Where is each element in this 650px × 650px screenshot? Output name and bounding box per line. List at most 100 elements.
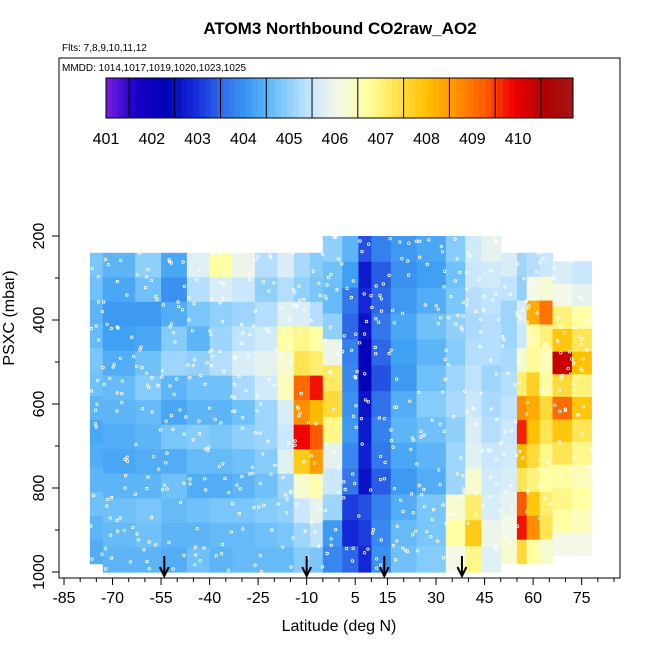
heatmap-cell: [342, 520, 359, 547]
measurement-dot: [168, 384, 172, 388]
measurement-dot: [438, 316, 443, 320]
measurement-dot: [400, 311, 405, 315]
measurement-dot: [188, 482, 192, 486]
measurement-dot: [102, 382, 107, 387]
heatmap-cell: [342, 442, 359, 470]
heatmap-cell: [186, 424, 211, 450]
heatmap-cell: [293, 252, 311, 278]
heatmap-cell: [254, 375, 279, 401]
measurement-dot: [280, 545, 285, 549]
colorbar-segment: [135, 78, 142, 118]
measurement-dot: [94, 425, 98, 429]
measurement-dot: [251, 324, 255, 328]
measurement-dot: [401, 509, 405, 514]
measurement-dot: [438, 482, 442, 487]
measurement-dot: [279, 307, 283, 311]
measurement-dot: [443, 377, 448, 382]
heatmap-cell: [465, 287, 482, 315]
measurement-dot: [369, 488, 373, 492]
heatmap-cell: [571, 442, 592, 466]
colorbar-segment: [514, 78, 521, 118]
colorbar-segment: [193, 78, 200, 118]
measurement-dot: [455, 257, 459, 261]
heatmap-cell: [552, 306, 573, 330]
measurement-dot: [481, 504, 485, 508]
measurement-dot: [436, 307, 440, 311]
measurement-dot: [303, 529, 307, 533]
heatmap-cell: [209, 424, 233, 450]
measurement-dot: [136, 538, 140, 542]
measurement-dot: [581, 404, 586, 409]
heatmap-cell: [516, 300, 528, 326]
measurement-dot: [209, 333, 213, 337]
heatmap-cell: [254, 400, 279, 426]
measurement-dot: [425, 262, 429, 267]
measurement-dot: [293, 439, 297, 443]
measurement-dot: [108, 516, 112, 520]
colorbar-segment: [205, 78, 212, 118]
heatmap-cell: [254, 424, 279, 450]
measurement-dot: [403, 548, 408, 552]
heatmap-cell: [322, 261, 343, 289]
heatmap-cell: [342, 416, 359, 444]
heatmap-cell: [500, 491, 518, 517]
heatmap-cell: [293, 424, 311, 450]
measurement-dot: [329, 543, 333, 547]
measurement-dot: [303, 307, 307, 311]
measurement-dot: [366, 547, 370, 551]
heatmap-cell: [254, 351, 279, 377]
heatmap-cell: [309, 547, 324, 573]
heatmap-cell: [516, 468, 528, 493]
measurement-dot: [524, 412, 529, 416]
measurement-dot: [571, 361, 576, 365]
heatmap-cell: [161, 375, 188, 401]
measurement-dot: [578, 295, 582, 300]
measurement-dot: [407, 241, 411, 245]
measurement-dot: [207, 406, 212, 410]
measurement-dot: [297, 284, 301, 288]
measurement-dot: [298, 411, 302, 415]
measurement-dot: [378, 454, 383, 459]
heatmap-cell: [161, 498, 188, 524]
heatmap-cell: [516, 276, 528, 302]
measurement-dot: [441, 503, 445, 507]
measurement-dot: [455, 472, 459, 476]
measurement-dot: [232, 382, 237, 387]
measurement-dot: [422, 487, 426, 492]
heatmap-cell: [500, 324, 518, 349]
heatmap-cell: [89, 515, 104, 541]
heatmap-cell: [571, 464, 592, 488]
heatmap-cell: [186, 449, 211, 475]
measurement-dot: [115, 529, 120, 533]
measurement-dot: [291, 251, 295, 256]
measurement-dot: [146, 267, 150, 272]
colorbar-segment: [228, 78, 235, 118]
measurement-dot: [393, 558, 398, 562]
measurement-dot: [474, 422, 479, 426]
heatmap-cell: [390, 339, 418, 366]
measurement-dot: [358, 341, 362, 345]
heatmap-cell: [342, 287, 359, 315]
measurement-dot: [543, 359, 547, 363]
measurement-dot: [89, 326, 94, 331]
measurement-dot: [540, 541, 544, 545]
measurement-dot: [131, 525, 135, 530]
measurement-dot: [581, 298, 585, 302]
heatmap-cell: [500, 420, 518, 445]
measurement-dot: [198, 559, 202, 563]
colorbar-segment: [292, 78, 300, 118]
heatmap-cell: [526, 252, 541, 278]
measurement-dot: [311, 269, 315, 273]
heatmap-cell: [322, 416, 343, 444]
measurement-dot: [244, 388, 248, 393]
measurement-dot: [206, 445, 211, 449]
heatmap-cell: [358, 442, 372, 470]
heatmap-cell: [539, 396, 554, 421]
heatmap-cell: [552, 329, 573, 353]
heatmap-cell: [500, 468, 518, 493]
measurement-dot: [414, 239, 418, 243]
measurement-dot: [465, 298, 469, 302]
measurement-dot: [409, 447, 413, 452]
measurement-dot: [105, 322, 109, 326]
measurement-dot: [395, 405, 399, 409]
